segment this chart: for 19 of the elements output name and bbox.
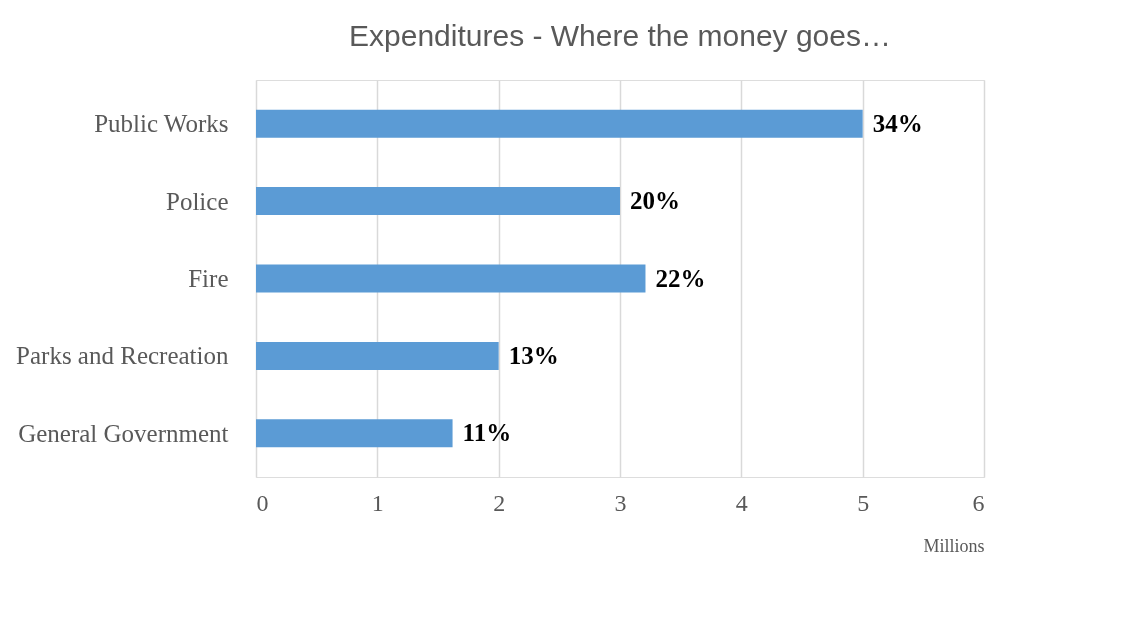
chart-title: Expenditures - Where the money goes… bbox=[349, 19, 891, 52]
annotation: 34% bbox=[872, 109, 923, 137]
x-axis-title: Millions bbox=[923, 535, 985, 556]
x-tick-label: 5 bbox=[857, 489, 870, 516]
annotation: 13% bbox=[508, 341, 559, 369]
y-tick-label: Police bbox=[166, 187, 229, 215]
y-tick-label: Public Works bbox=[94, 110, 229, 138]
x-tick-label: 0 bbox=[256, 489, 269, 516]
y-tick-label: Fire bbox=[188, 265, 229, 292]
x-tick-label: 3 bbox=[614, 489, 627, 516]
x-tick-label: 2 bbox=[493, 489, 506, 516]
x-tick-label: 4 bbox=[735, 489, 748, 516]
y-tick-label: General Government bbox=[18, 419, 229, 447]
y-tick-label: Parks and Recreation bbox=[16, 342, 229, 370]
x-tick-label: 1 bbox=[371, 489, 384, 516]
annotation: 11% bbox=[462, 419, 512, 447]
annotation: 22% bbox=[655, 264, 706, 292]
annotation: 20% bbox=[630, 187, 680, 215]
x-tick-label: 6 bbox=[972, 489, 985, 516]
